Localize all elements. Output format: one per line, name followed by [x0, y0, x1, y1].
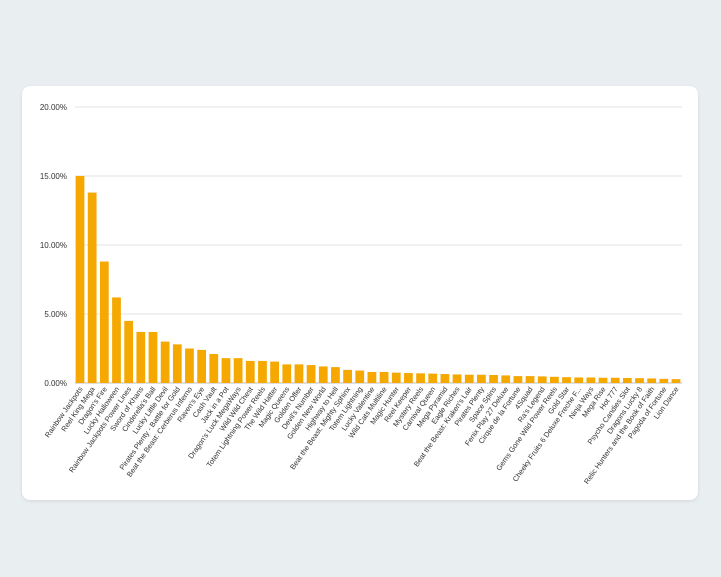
y-tick-label: 0.00%	[44, 379, 67, 388]
bar	[647, 378, 657, 383]
bar	[562, 377, 571, 383]
bar	[659, 378, 669, 383]
bar	[549, 376, 559, 383]
bar	[477, 374, 486, 383]
y-tick-label: 5.00%	[44, 310, 67, 319]
bar-chart: 0.00% 5.00% 10.00% 15.00% 20.00% Rainbow Jac…	[40, 103, 682, 486]
bar	[172, 344, 182, 383]
y-tick-label: 10.00%	[40, 241, 67, 250]
bar	[574, 377, 584, 383]
bar	[622, 378, 632, 383]
bars	[75, 176, 681, 383]
bar	[245, 360, 255, 383]
bar	[489, 375, 498, 383]
bar	[391, 372, 401, 383]
y-tick-label: 20.00%	[40, 103, 67, 112]
bar	[282, 364, 292, 383]
bar	[112, 297, 121, 383]
y-axis-ticks: 0.00% 5.00% 10.00% 15.00% 20.00%	[40, 103, 67, 388]
bar	[136, 331, 146, 383]
bar	[258, 360, 267, 383]
bar	[610, 377, 620, 383]
bar	[160, 341, 170, 383]
bar	[513, 376, 523, 383]
bar	[525, 376, 535, 383]
bar	[87, 192, 97, 383]
bar	[464, 374, 474, 383]
bar	[635, 378, 644, 383]
bar	[148, 331, 158, 383]
bar	[501, 375, 511, 383]
bar	[270, 361, 279, 383]
y-tick-label: 15.00%	[40, 172, 67, 181]
bar	[294, 364, 304, 383]
bar	[671, 379, 681, 383]
bar	[440, 374, 450, 383]
bar	[416, 373, 425, 383]
bar	[537, 376, 547, 383]
bar	[197, 349, 207, 383]
bar	[99, 261, 109, 383]
bar	[343, 369, 352, 383]
bar	[367, 371, 377, 383]
bar	[221, 358, 231, 383]
bar	[318, 366, 328, 383]
bar	[379, 371, 389, 383]
bar	[428, 373, 438, 383]
chart-card: 0.00% 5.00% 10.00% 15.00% 20.00% Rainbow Jac…	[22, 86, 698, 500]
bar	[598, 377, 608, 383]
bar	[452, 374, 462, 383]
bar	[404, 373, 413, 383]
bar	[185, 348, 194, 383]
bar	[209, 354, 219, 383]
bar	[331, 367, 340, 383]
bar	[355, 370, 365, 383]
bar	[124, 320, 134, 383]
bar	[233, 358, 243, 383]
bar	[75, 176, 85, 383]
bar	[586, 377, 596, 383]
bar	[306, 365, 316, 383]
